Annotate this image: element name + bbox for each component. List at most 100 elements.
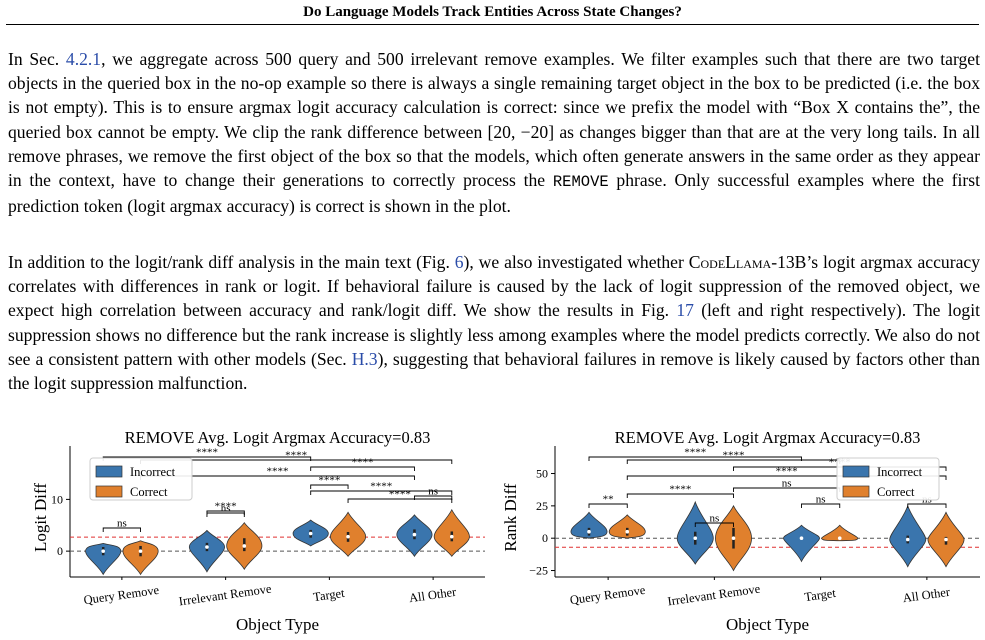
significance-bracket bbox=[588, 503, 628, 508]
violin-median bbox=[587, 529, 591, 534]
para2-text-1: In addition to the logit/rank diff analy… bbox=[8, 252, 455, 272]
paragraph-2: In addition to the logit/rank diff analy… bbox=[8, 250, 980, 395]
significance-label: **** bbox=[669, 484, 691, 496]
violin-correct-0 bbox=[608, 514, 646, 539]
violin-median bbox=[308, 531, 313, 536]
violin-correct-2 bbox=[821, 524, 859, 542]
x-tick-label: All Other bbox=[408, 585, 458, 606]
y-tick-label: 0 bbox=[57, 544, 63, 558]
violin-median bbox=[205, 545, 209, 549]
significance-label: ns bbox=[428, 486, 438, 498]
significance-bracket bbox=[626, 475, 947, 480]
violin-median bbox=[242, 544, 247, 548]
y-tick-label: 25 bbox=[536, 499, 548, 513]
significance-label: **** bbox=[318, 475, 340, 487]
model-name: CodeLlama bbox=[688, 252, 772, 272]
para1-text-1: In Sec. bbox=[8, 49, 66, 69]
legend-label: Correct bbox=[130, 485, 168, 499]
violin-median bbox=[101, 549, 105, 553]
violin-median bbox=[905, 537, 910, 542]
para1-text-2: , we aggregate across 500 query and 500 … bbox=[8, 49, 980, 142]
significance-bracket bbox=[588, 456, 802, 461]
para2-text-3: -13B’s logit argmax accuracy correlates … bbox=[8, 252, 980, 321]
violin-median bbox=[412, 532, 417, 537]
violin-median bbox=[799, 536, 804, 540]
violin-median bbox=[138, 549, 143, 553]
significance-bracket bbox=[694, 522, 734, 527]
significance-label: **** bbox=[352, 457, 374, 469]
significance-bracket bbox=[206, 512, 245, 517]
significance-label: **** bbox=[389, 489, 411, 501]
x-tick-label: Target bbox=[803, 586, 837, 604]
violin-median bbox=[450, 534, 454, 539]
legend-swatch-correct bbox=[95, 485, 123, 498]
violin-correct-0 bbox=[122, 540, 159, 576]
para1-text-3: as changes bigger than that are at the v… bbox=[8, 121, 980, 191]
para2-text-2: ), we also investigated whether bbox=[463, 252, 689, 272]
y-tick-label: 10 bbox=[51, 492, 63, 506]
significance-label: **** bbox=[684, 447, 706, 459]
x-tick-label: Query Remove bbox=[83, 583, 161, 608]
x-axis-label: Object Type bbox=[236, 615, 319, 634]
violin-incorrect-0 bbox=[85, 542, 122, 576]
y-tick-label: −25 bbox=[529, 564, 548, 578]
significance-bracket bbox=[102, 527, 141, 532]
paragraph-1: In Sec. 4.2.1, we aggregate across 500 q… bbox=[8, 47, 980, 218]
significance-label: ns bbox=[816, 494, 826, 506]
violin-median bbox=[944, 537, 948, 542]
chart-legend: Incorrect Correct bbox=[836, 457, 940, 501]
legend-label: Incorrect bbox=[130, 465, 176, 479]
violin-incorrect-1 bbox=[188, 529, 225, 573]
significance-bracket bbox=[414, 495, 453, 500]
significance-bracket bbox=[310, 484, 349, 489]
x-tick-label: Irrelevant Remove bbox=[667, 582, 762, 609]
x-axis-label: Object Type bbox=[726, 615, 809, 634]
violin-median bbox=[346, 534, 350, 539]
significance-label: ** bbox=[603, 494, 614, 506]
significance-bracket bbox=[310, 466, 415, 471]
violin-median bbox=[693, 536, 698, 540]
section-ref-link[interactable]: 4.2.1 bbox=[65, 49, 102, 69]
legend-swatch-incorrect bbox=[842, 465, 870, 478]
section-ref-link-2[interactable]: H.3 bbox=[351, 348, 378, 369]
significance-bracket bbox=[801, 503, 841, 508]
rank-diff-violin-chart: REMOVE Avg. Logit Argmax Accuracy=0.83 −2… bbox=[501, 428, 980, 634]
para1-text-4: phrase. Only successful examples where t… bbox=[8, 170, 981, 217]
significance-bracket bbox=[626, 493, 734, 498]
x-tick-label: Target bbox=[312, 586, 346, 604]
x-tick-label: Irrelevant Remove bbox=[178, 582, 273, 609]
significance-label: **** bbox=[370, 481, 392, 493]
violin-median bbox=[837, 536, 842, 540]
para2-text-5: ), suggesting that behavioral failures i… bbox=[8, 348, 980, 394]
significance-label: ns bbox=[709, 513, 719, 525]
math-interval: [20, −20] bbox=[487, 121, 555, 142]
y-tick-label: 50 bbox=[536, 467, 548, 481]
violin-incorrect-2 bbox=[783, 524, 820, 563]
legend-swatch-correct bbox=[842, 485, 870, 498]
violin-incorrect-0 bbox=[570, 511, 608, 539]
significance-bracket bbox=[347, 498, 453, 503]
code-remove: REMOVE bbox=[552, 173, 609, 192]
significance-label: **** bbox=[215, 501, 237, 513]
figure-ref-link-2[interactable]: 17 bbox=[676, 300, 694, 321]
violin-median bbox=[731, 536, 736, 540]
significance-label: ns bbox=[221, 503, 231, 515]
y-tick-label: 0 bbox=[542, 531, 548, 545]
header-rule bbox=[6, 24, 979, 25]
para2-text-4: (left and right respectively). The logit… bbox=[8, 300, 980, 369]
significance-label: **** bbox=[776, 466, 798, 478]
figure-ref-link[interactable]: 6 bbox=[454, 252, 464, 272]
significance-label: **** bbox=[285, 450, 307, 462]
y-axis-label: Rank Diff bbox=[501, 483, 520, 551]
legend-swatch-incorrect bbox=[95, 465, 123, 478]
chart-title: REMOVE Avg. Logit Argmax Accuracy=0.83 bbox=[125, 428, 431, 447]
logit-diff-violin-chart: REMOVE Avg. Logit Argmax Accuracy=0.83 0 1… bbox=[31, 428, 485, 634]
significance-label: **** bbox=[196, 447, 218, 459]
chart-legend: Incorrect Correct bbox=[89, 457, 193, 501]
x-tick-label: Query Remove bbox=[569, 583, 647, 608]
chart-title: REMOVE Avg. Logit Argmax Accuracy=0.83 bbox=[615, 428, 921, 447]
x-tick-label: All Other bbox=[902, 585, 952, 606]
violin-median bbox=[625, 529, 630, 534]
page-header-title: Do Language Models Track Entities Across… bbox=[303, 4, 682, 20]
legend-label: Incorrect bbox=[877, 465, 923, 479]
